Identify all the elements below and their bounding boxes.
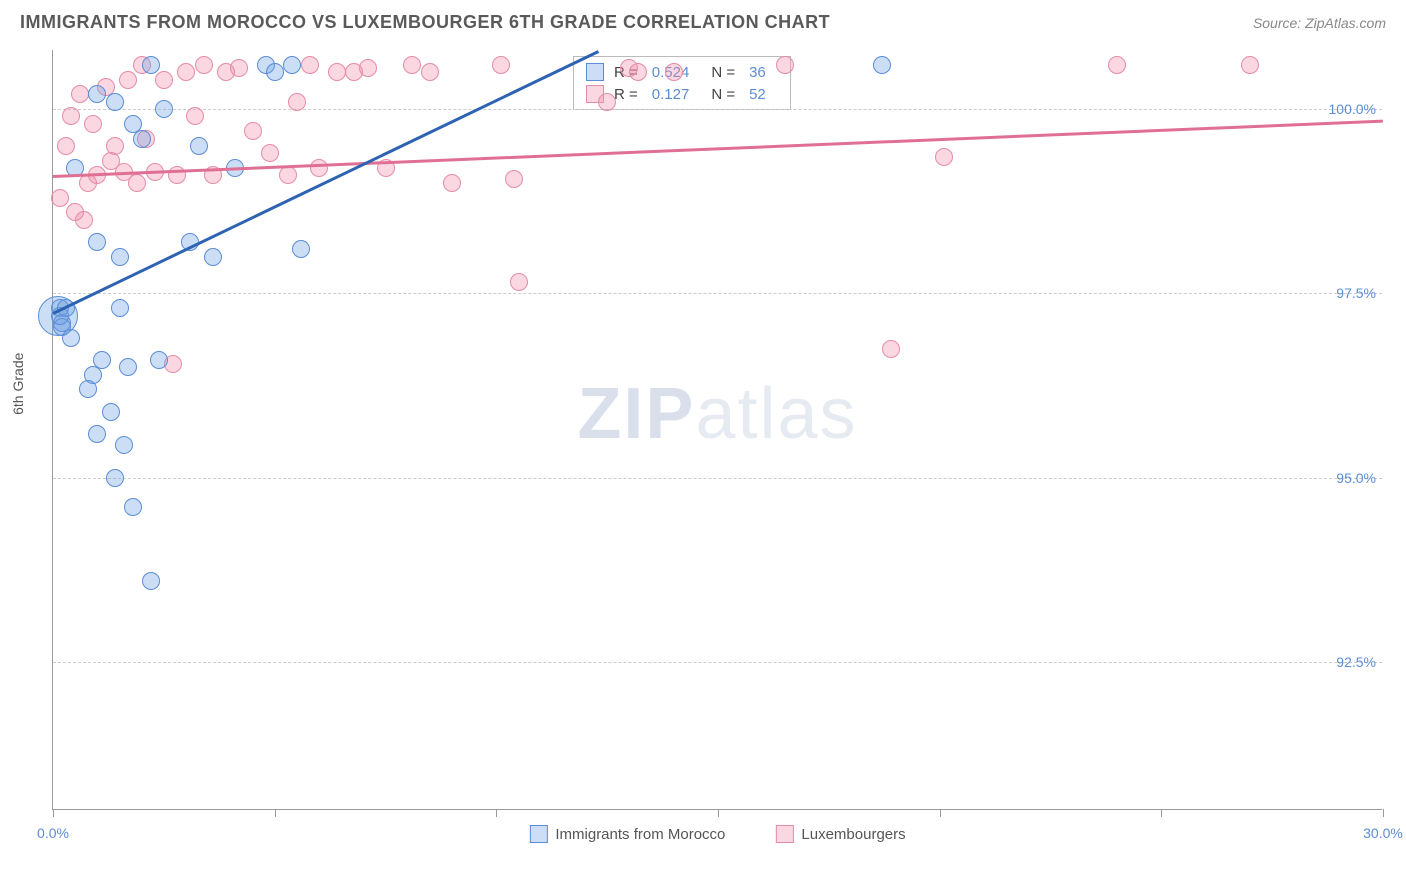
source-attribution: Source: ZipAtlas.com [1253,15,1386,31]
legend: Immigrants from Morocco Luxembourgers [529,825,905,843]
scatter-point-blue [102,403,120,421]
scatter-point-pink [177,63,195,81]
x-tick [275,809,276,817]
scatter-point-pink [935,148,953,166]
scatter-point-blue [62,329,80,347]
scatter-point-pink [882,340,900,358]
scatter-point-pink [1241,56,1259,74]
x-tick [1161,809,1162,817]
scatter-point-blue [124,498,142,516]
scatter-point-blue [266,63,284,81]
scatter-point-pink [51,189,69,207]
scatter-point-pink [84,115,102,133]
scatter-point-blue [155,100,173,118]
x-tick [718,809,719,817]
scatter-point-pink [119,71,137,89]
scatter-point-pink [279,166,297,184]
scatter-point-blue [111,299,129,317]
scatter-point-pink [75,211,93,229]
legend-swatch [529,825,547,843]
x-tick [496,809,497,817]
scatter-point-pink [62,107,80,125]
scatter-point-pink [288,93,306,111]
scatter-point-pink [155,71,173,89]
chart-plot-area: ZIPatlas R =0.524N =36R =0.127N =52 Immi… [52,50,1382,810]
gridline-h [53,478,1382,479]
scatter-point-pink [359,59,377,77]
scatter-point-pink [776,56,794,74]
scatter-point-blue [142,572,160,590]
scatter-point-blue [111,248,129,266]
scatter-point-pink [629,63,647,81]
scatter-point-blue [88,85,106,103]
scatter-point-pink [328,63,346,81]
scatter-point-blue [106,469,124,487]
scatter-point-pink [261,144,279,162]
scatter-point-blue [88,233,106,251]
y-tick-label: 100.0% [1329,101,1376,117]
watermark: ZIPatlas [577,373,857,455]
x-tick-label: 0.0% [37,825,69,841]
legend-item: Immigrants from Morocco [529,825,725,843]
scatter-point-pink [244,122,262,140]
x-tick-label: 30.0% [1363,825,1403,841]
scatter-point-pink [510,273,528,291]
scatter-point-blue [115,436,133,454]
legend-swatch [775,825,793,843]
legend-label: Immigrants from Morocco [555,826,725,843]
scatter-point-pink [505,170,523,188]
y-tick-label: 95.0% [1336,470,1376,486]
scatter-point-blue [283,56,301,74]
scatter-point-pink [492,56,510,74]
scatter-point-pink [57,137,75,155]
gridline-h [53,662,1382,663]
scatter-point-pink [1108,56,1126,74]
gridline-h [53,293,1382,294]
scatter-point-blue [93,351,111,369]
legend-swatch [586,63,604,81]
scatter-point-pink [195,56,213,74]
scatter-point-blue [873,56,891,74]
scatter-point-blue [119,358,137,376]
scatter-point-blue [79,380,97,398]
x-tick [53,809,54,817]
scatter-point-pink [230,59,248,77]
y-tick-label: 92.5% [1336,654,1376,670]
scatter-point-pink [71,85,89,103]
x-tick [940,809,941,817]
scatter-point-pink [665,63,683,81]
x-tick [1383,809,1384,817]
scatter-point-blue [133,130,151,148]
gridline-h [53,109,1382,110]
legend-item: Luxembourgers [775,825,905,843]
scatter-point-pink [186,107,204,125]
scatter-point-pink [421,63,439,81]
scatter-point-pink [403,56,421,74]
y-axis-title: 6th Grade [10,353,26,415]
scatter-point-pink [310,159,328,177]
y-tick-label: 97.5% [1336,285,1376,301]
chart-title: IMMIGRANTS FROM MOROCCO VS LUXEMBOURGER … [20,12,830,33]
scatter-point-blue [88,425,106,443]
scatter-point-pink [598,93,616,111]
scatter-point-blue [142,56,160,74]
scatter-point-blue [204,248,222,266]
scatter-point-blue [106,93,124,111]
scatter-point-blue [292,240,310,258]
scatter-point-pink [301,56,319,74]
legend-label: Luxembourgers [801,826,905,843]
scatter-point-blue [190,137,208,155]
scatter-point-blue [150,351,168,369]
scatter-point-pink [443,174,461,192]
